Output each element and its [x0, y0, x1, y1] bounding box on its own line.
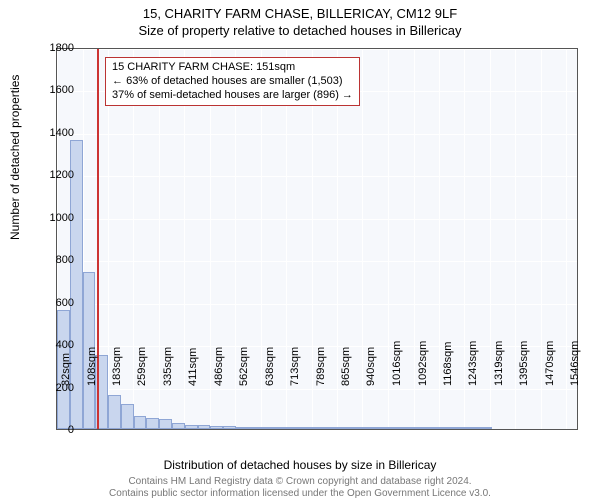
x-tick-label: 1395sqm: [518, 341, 530, 386]
x-tick-label: 789sqm: [315, 347, 327, 386]
x-tick-label: 411sqm: [187, 348, 199, 386]
histogram-bar: [313, 427, 326, 429]
histogram-bar: [287, 427, 300, 429]
histogram-bar: [146, 418, 159, 429]
histogram-bar: [249, 427, 262, 429]
histogram-bar: [121, 404, 134, 429]
x-tick-label: 1092sqm: [417, 341, 429, 386]
credits: Contains HM Land Registry data © Crown c…: [0, 476, 600, 499]
histogram-bar: [198, 425, 211, 429]
y-tick-label: 800: [56, 254, 74, 266]
x-tick-label: 1168sqm: [442, 342, 454, 386]
histogram-bar: [261, 427, 274, 429]
credit-line-2: Contains public sector information licen…: [0, 488, 600, 500]
histogram-bar: [428, 427, 441, 429]
x-tick-label: 486sqm: [213, 347, 225, 386]
y-tick-label: 1800: [50, 42, 74, 54]
x-tick-label: 1016sqm: [391, 341, 403, 386]
x-tick-label: 259sqm: [136, 347, 148, 386]
histogram-bar: [338, 427, 351, 429]
x-tick-label: 1546sqm: [569, 341, 581, 386]
histogram-bar: [210, 426, 223, 429]
x-tick-label: 865sqm: [340, 347, 352, 386]
histogram-bar: [364, 427, 377, 429]
x-tick-label: 1319sqm: [493, 341, 505, 386]
histogram-bar: [466, 427, 479, 429]
y-axis-label: Number of detached properties: [8, 75, 22, 240]
histogram-bar: [236, 427, 249, 429]
gridline-v: [362, 49, 363, 429]
histogram-bar: [453, 427, 466, 429]
y-tick-label: 400: [56, 339, 74, 351]
page-title: 15, CHARITY FARM CHASE, BILLERICAY, CM12…: [0, 0, 600, 21]
gridline-v: [515, 49, 516, 429]
x-tick-label: 32sqm: [60, 353, 72, 386]
gridline-h: [57, 261, 577, 262]
y-tick-label: 600: [56, 297, 74, 309]
gridline-h: [57, 389, 577, 390]
x-tick-label: 638sqm: [264, 347, 276, 386]
gridline-h: [57, 219, 577, 220]
histogram-bar: [172, 423, 185, 429]
y-tick-label: 0: [68, 424, 74, 436]
marker-annotation-line: ← 63% of detached houses are smaller (1,…: [112, 75, 353, 89]
x-tick-label: 940sqm: [365, 347, 377, 386]
gridline-h: [57, 49, 577, 50]
gridline-h: [57, 431, 577, 432]
y-tick-label: 1200: [50, 169, 74, 181]
gridline-v: [388, 49, 389, 429]
x-tick-label: 562sqm: [238, 347, 250, 386]
histogram-bar: [134, 416, 147, 429]
x-tick-label: 108sqm: [86, 347, 98, 386]
gridline-v: [541, 49, 542, 429]
gridline-v: [566, 49, 567, 429]
page-subtitle: Size of property relative to detached ho…: [0, 21, 600, 38]
histogram-bar: [402, 427, 415, 429]
histogram-bar: [300, 427, 313, 429]
y-tick-label: 1000: [50, 212, 74, 224]
histogram-bar: [108, 395, 121, 429]
y-tick-label: 1600: [50, 84, 74, 96]
y-tick-label: 1400: [50, 127, 74, 139]
gridline-v: [414, 49, 415, 429]
gridline-h: [57, 176, 577, 177]
x-tick-label: 713sqm: [289, 347, 301, 386]
histogram-bar: [159, 419, 172, 429]
marker-annotation-line: 37% of semi-detached houses are larger (…: [112, 89, 353, 103]
x-tick-label: 183sqm: [111, 347, 123, 386]
x-axis-label: Distribution of detached houses by size …: [0, 458, 600, 472]
histogram-bar: [479, 427, 492, 429]
histogram-bar: [415, 427, 428, 429]
credit-line-1: Contains HM Land Registry data © Crown c…: [0, 476, 600, 488]
x-tick-label: 1470sqm: [544, 341, 556, 386]
marker-annotation-line: 15 CHARITY FARM CHASE: 151sqm: [112, 61, 353, 75]
histogram-bar: [185, 425, 198, 429]
histogram-bar: [325, 427, 338, 429]
marker-annotation: 15 CHARITY FARM CHASE: 151sqm← 63% of de…: [105, 57, 360, 106]
gridline-v: [464, 49, 465, 429]
histogram-bar: [389, 427, 402, 429]
histogram-bar: [351, 427, 364, 429]
x-tick-label: 335sqm: [162, 347, 174, 386]
gridline-v: [490, 49, 491, 429]
histogram-bar: [223, 426, 236, 429]
histogram-bar: [377, 427, 390, 429]
x-tick-label: 1243sqm: [467, 341, 479, 386]
histogram-bar: [440, 427, 453, 429]
histogram-bar: [274, 427, 287, 429]
gridline-h: [57, 304, 577, 305]
gridline-h: [57, 134, 577, 135]
gridline-v: [439, 49, 440, 429]
